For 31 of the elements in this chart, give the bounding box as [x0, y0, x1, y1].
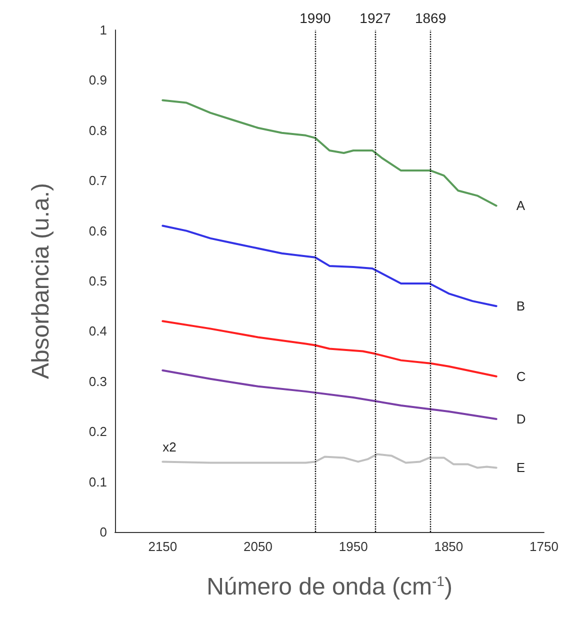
line-series [162, 99, 498, 207]
y-tick-label: 0.1 [88, 474, 107, 490]
series-label: A [516, 198, 526, 214]
line-series [162, 369, 498, 420]
y-tick-label: 1 [100, 22, 107, 38]
y-tick-label: 0.3 [88, 374, 107, 389]
ref-line-label: 1869 [414, 10, 446, 26]
x-tick-label: 2050 [244, 539, 272, 554]
y-axis-title: Absorbancia (u.a.) [28, 182, 54, 380]
line-series [162, 320, 498, 378]
series-label: D [516, 412, 526, 427]
ref-line-label: 1990 [300, 10, 331, 26]
x-tick-label: 1950 [338, 539, 368, 554]
y-tick-label: 0.2 [88, 424, 107, 440]
y-tick-label: 0.4 [88, 324, 107, 339]
x-tick-label: 1850 [434, 539, 464, 554]
y-tick-label: 0 [100, 524, 107, 540]
series-label: E [516, 460, 526, 476]
y-tick-label: 0.5 [88, 274, 107, 288]
annotation: x2 [162, 440, 176, 455]
y-tick-label: 0.9 [88, 72, 107, 88]
series-label: B [516, 298, 526, 314]
x-tick-label: 2150 [148, 539, 178, 554]
y-tick-label: 0.6 [88, 223, 107, 238]
line-series [162, 224, 498, 308]
y-tick-label: 0.7 [88, 173, 107, 188]
x-tick-label: 1750 [530, 539, 558, 554]
ref-line-label: 1927 [360, 10, 392, 26]
series-label: C [516, 368, 526, 384]
y-tick-label: 0.8 [88, 122, 107, 138]
line-series [162, 453, 498, 469]
